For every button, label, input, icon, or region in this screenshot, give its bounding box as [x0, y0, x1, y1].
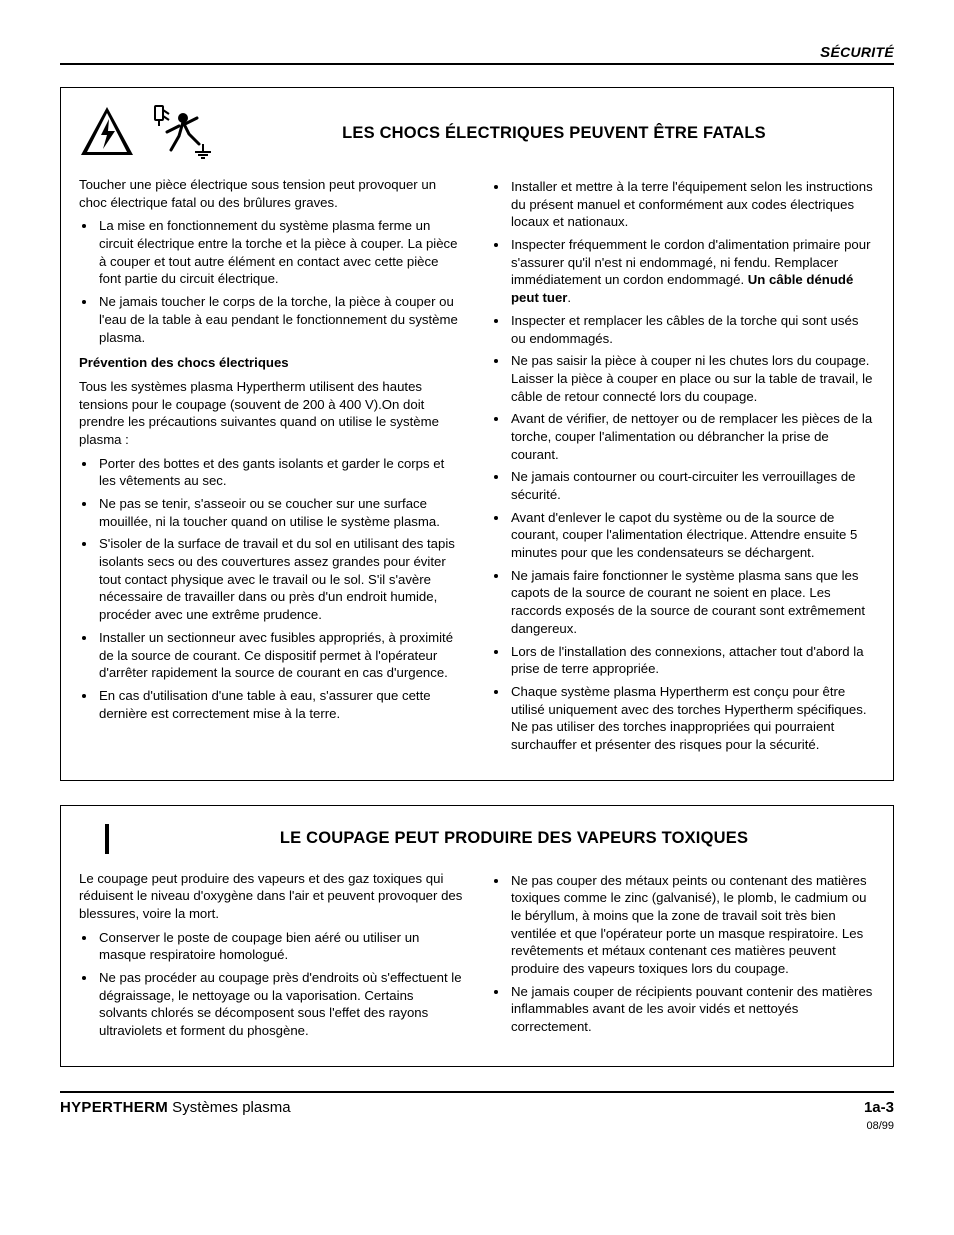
footer-date: 08/99 — [60, 1120, 894, 1132]
list-item: Ne pas couper des métaux peints ou conte… — [509, 872, 875, 978]
toxic-fumes-icon — [102, 822, 112, 856]
list-item: S'isoler de la surface de travail et du … — [97, 535, 463, 623]
page: SÉCURITÉ — [0, 0, 954, 1235]
box1-left-subhead-text: Tous les systèmes plasma Hypertherm util… — [79, 378, 463, 449]
list-item: Lors de l'installation des connexions, a… — [509, 643, 875, 678]
list-item: Porter des bottes et des gants isolants … — [97, 455, 463, 490]
electric-shock-warning-icon — [79, 105, 135, 161]
box1-left-bullets2: Porter des bottes et des gants isolants … — [79, 455, 463, 723]
box2-right-bullets: Ne pas couper des métaux peints ou conte… — [491, 872, 875, 1036]
box1-left-intro: Toucher une pièce électrique sous tensio… — [79, 176, 463, 211]
list-item: Avant de vérifier, de nettoyer ou de rem… — [509, 410, 875, 463]
box2-heading: LE COUPAGE PEUT PRODUIRE DES VAPEURS TOX… — [153, 829, 875, 848]
box2-icons — [79, 822, 135, 856]
footer-brand: HYPERTHERM — [60, 1099, 168, 1116]
box1-header: LES CHOCS ÉLECTRIQUES PEUVENT ÊTRE FATAL… — [79, 104, 875, 162]
list-item: Installer un sectionneur avec fusibles a… — [97, 629, 463, 682]
list-item: Avant d'enlever le capot du système ou d… — [509, 509, 875, 562]
footer-left: HYPERTHERM Systèmes plasma — [60, 1099, 291, 1116]
warning-box-electric-shock: LES CHOCS ÉLECTRIQUES PEUVENT ÊTRE FATAL… — [60, 87, 894, 781]
list-item: Ne pas procéder au coupage près d'endroi… — [97, 969, 463, 1040]
section-label-rest: ÉCURITÉ — [830, 44, 894, 60]
footer-product: Systèmes plasma — [168, 1099, 291, 1116]
bold-text: Un câble dénudé peut tuer — [511, 272, 853, 305]
page-number: 1a-3 — [864, 1099, 894, 1116]
box1-heading: LES CHOCS ÉLECTRIQUES PEUVENT ÊTRE FATAL… — [233, 124, 875, 143]
box1-left-subhead: Prévention des chocs électriques — [79, 354, 463, 372]
section-label-initial: S — [820, 44, 830, 61]
person-shock-hazard-icon — [149, 104, 215, 162]
box1-right-bullets: Installer et mettre à la terre l'équipem… — [491, 178, 875, 754]
box1-right-column: Installer et mettre à la terre l'équipem… — [491, 176, 875, 762]
box2-header: LE COUPAGE PEUT PRODUIRE DES VAPEURS TOX… — [79, 822, 875, 856]
box2-left-bullets: Conserver le poste de coupage bien aéré … — [79, 929, 463, 1040]
box2-columns: Le coupage peut produire des vapeurs et … — [79, 870, 875, 1048]
box1-columns: Toucher une pièce électrique sous tensio… — [79, 176, 875, 762]
list-item: Inspecter et remplacer les câbles de la … — [509, 312, 875, 347]
list-item: Inspecter fréquemment le cordon d'alimen… — [509, 236, 875, 307]
section-label: SÉCURITÉ — [820, 44, 894, 61]
box1-icons — [79, 104, 215, 162]
list-item: Chaque système plasma Hypertherm est con… — [509, 683, 875, 754]
list-item: Ne jamais couper de récipients pouvant c… — [509, 983, 875, 1036]
list-item: Ne jamais toucher le corps de la torche,… — [97, 293, 463, 346]
box1-left-bullets1: La mise en fonctionnement du système pla… — [79, 217, 463, 346]
list-item: Ne pas se tenir, s'asseoir ou se coucher… — [97, 495, 463, 530]
box1-left-column: Toucher une pièce électrique sous tensio… — [79, 176, 463, 762]
warning-box-toxic-fumes: LE COUPAGE PEUT PRODUIRE DES VAPEURS TOX… — [60, 805, 894, 1067]
header-rule: SÉCURITÉ — [60, 44, 894, 65]
box2-right-column: Ne pas couper des métaux peints ou conte… — [491, 870, 875, 1048]
box2-left-column: Le coupage peut produire des vapeurs et … — [79, 870, 463, 1048]
list-item: Conserver le poste de coupage bien aéré … — [97, 929, 463, 964]
list-item: Ne jamais contourner ou court-circuiter … — [509, 468, 875, 503]
footer: HYPERTHERM Systèmes plasma 1a-3 — [60, 1093, 894, 1116]
list-item: En cas d'utilisation d'une table à eau, … — [97, 687, 463, 722]
list-item: Installer et mettre à la terre l'équipem… — [509, 178, 875, 231]
list-item: Ne jamais faire fonctionner le système p… — [509, 567, 875, 638]
box2-left-intro: Le coupage peut produire des vapeurs et … — [79, 870, 463, 923]
list-item: Ne pas saisir la pièce à couper ni les c… — [509, 352, 875, 405]
list-item: La mise en fonctionnement du système pla… — [97, 217, 463, 288]
